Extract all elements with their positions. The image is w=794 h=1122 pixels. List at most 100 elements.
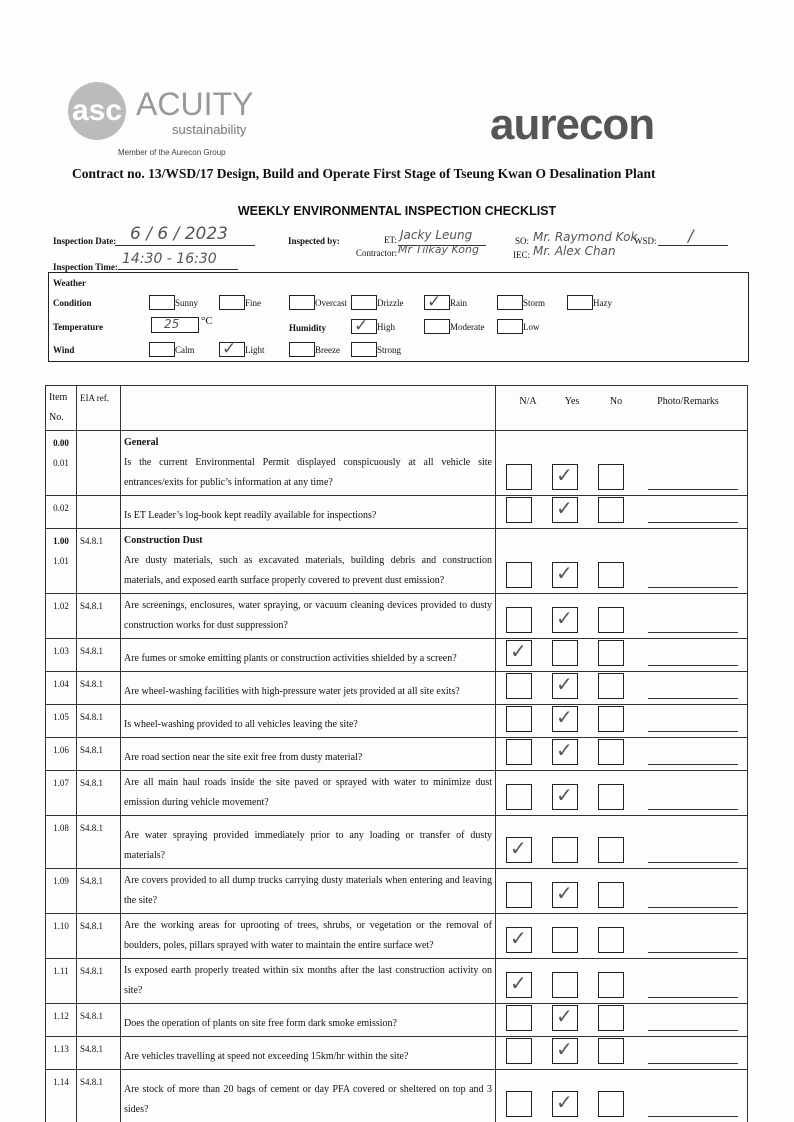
table-row: 1.12 S4.8.1 Does the operation of plants… [45, 1003, 748, 1037]
humidity-checkbox-low[interactable] [497, 319, 523, 334]
conditions-label: Overcast [315, 298, 347, 308]
answer-na-checkbox[interactable]: ✓ [506, 836, 532, 863]
answer-na-checkbox[interactable] [506, 1005, 532, 1031]
conditions-checkbox-overcast[interactable] [289, 295, 315, 310]
answer-na-checkbox[interactable]: ✓ [506, 971, 532, 998]
answer-na-checkbox[interactable]: ✓ [506, 639, 532, 666]
answer-no-checkbox[interactable] [598, 464, 624, 490]
remarks-field[interactable] [648, 653, 738, 666]
time-field[interactable]: 14:30 - 16:30 [122, 251, 217, 267]
wind-checkbox-strong[interactable] [351, 342, 377, 357]
answer-yes-checkbox[interactable]: ✓ [552, 1090, 578, 1117]
answer-na-checkbox[interactable] [506, 562, 532, 588]
remarks-field[interactable] [648, 575, 738, 588]
answer-no-checkbox[interactable] [598, 706, 624, 732]
wind-checkbox-calm[interactable] [149, 342, 175, 357]
remarks-field[interactable] [648, 620, 738, 633]
answer-yes-checkbox[interactable]: ✓ [552, 783, 578, 810]
answer-yes-checkbox[interactable]: ✓ [552, 606, 578, 633]
wind-checkbox-breeze[interactable] [289, 342, 315, 357]
answer-yes-checkbox[interactable] [552, 640, 578, 666]
answer-no-checkbox[interactable] [598, 673, 624, 699]
humidity-checkbox-high[interactable]: ✓ [351, 316, 377, 336]
answer-no-checkbox[interactable] [598, 607, 624, 633]
answer-na-checkbox[interactable] [506, 673, 532, 699]
answer-yes-checkbox[interactable]: ✓ [552, 705, 578, 732]
answer-na-checkbox[interactable] [506, 1038, 532, 1064]
condition-label: Condition [53, 298, 92, 308]
answer-no-checkbox[interactable] [598, 739, 624, 765]
answer-yes-checkbox[interactable] [552, 972, 578, 998]
humidity-label: Low [523, 322, 540, 332]
remarks-field[interactable] [648, 477, 738, 490]
check-mark-icon: ✓ [556, 881, 573, 905]
answer-yes-checkbox[interactable]: ✓ [552, 1037, 578, 1064]
remarks-field[interactable] [648, 686, 738, 699]
answer-no-checkbox[interactable] [598, 1091, 624, 1117]
question-text: Is wheel-washing provided to all vehicle… [124, 719, 358, 730]
item-no: 0.02 [53, 503, 69, 513]
so-field[interactable]: Mr. Raymond Kok [533, 230, 638, 244]
answer-na-checkbox[interactable] [506, 739, 532, 765]
answer-na-checkbox[interactable] [506, 497, 532, 523]
iec-field[interactable]: Mr. Alex Chan [533, 244, 616, 258]
conditions-checkbox-drizzle[interactable] [351, 295, 377, 310]
answer-yes-checkbox[interactable] [552, 837, 578, 863]
remarks-field[interactable] [648, 895, 738, 908]
answer-no-checkbox[interactable] [598, 882, 624, 908]
wsd-field[interactable]: / [688, 226, 694, 245]
conditions-checkbox-hazy[interactable] [567, 295, 593, 310]
answer-yes-checkbox[interactable]: ✓ [552, 1004, 578, 1031]
remarks-field[interactable] [648, 752, 738, 765]
remarks-field[interactable] [648, 510, 738, 523]
conditions-checkbox-fine[interactable] [219, 295, 245, 310]
answer-yes-checkbox[interactable]: ✓ [552, 463, 578, 490]
answer-yes-checkbox[interactable]: ✓ [552, 881, 578, 908]
answer-na-checkbox[interactable] [506, 706, 532, 732]
conditions-checkbox-storm[interactable] [497, 295, 523, 310]
remarks-field[interactable] [648, 985, 738, 998]
conditions-checkbox-sunny[interactable] [149, 295, 175, 310]
answer-na-checkbox[interactable] [506, 1091, 532, 1117]
answer-yes-checkbox[interactable]: ✓ [552, 672, 578, 699]
temperature-field[interactable]: 25 [151, 317, 199, 333]
answer-no-checkbox[interactable] [598, 837, 624, 863]
contractor-field[interactable]: Mr Tilkay Kong [398, 243, 479, 256]
checklist-title: WEEKLY ENVIRONMENTAL INSPECTION CHECKLIS… [237, 204, 557, 218]
weather-panel: Weather Condition Temperature Wind Humid… [48, 272, 749, 362]
et-field[interactable]: Jacky Leung [400, 228, 473, 242]
remarks-field[interactable] [648, 850, 738, 863]
remarks-field[interactable] [648, 719, 738, 732]
check-mark-icon: ✓ [556, 1037, 573, 1061]
answer-no-checkbox[interactable] [598, 784, 624, 810]
remarks-field[interactable] [648, 1104, 738, 1117]
check-mark-icon: ✓ [556, 1004, 573, 1028]
remarks-field[interactable] [648, 1051, 738, 1064]
wind-checkbox-light[interactable]: ✓ [219, 339, 245, 359]
answer-yes-checkbox[interactable]: ✓ [552, 738, 578, 765]
eia-ref: S4.8.1 [76, 1036, 121, 1070]
remarks-field[interactable] [648, 940, 738, 953]
answer-no-checkbox[interactable] [598, 972, 624, 998]
answer-na-checkbox[interactable] [506, 882, 532, 908]
answer-no-checkbox[interactable] [598, 927, 624, 953]
answer-no-checkbox[interactable] [598, 640, 624, 666]
answer-na-checkbox[interactable] [506, 464, 532, 490]
conditions-checkbox-rain[interactable]: ✓ [424, 292, 450, 312]
date-field[interactable]: 6 / 6 / 2023 [130, 224, 228, 244]
answer-yes-checkbox[interactable]: ✓ [552, 561, 578, 588]
answer-na-checkbox[interactable] [506, 784, 532, 810]
answer-no-checkbox[interactable] [598, 497, 624, 523]
conditions-label: Storm [523, 298, 546, 308]
answer-na-checkbox[interactable]: ✓ [506, 926, 532, 953]
humidity-checkbox-moderate[interactable] [424, 319, 450, 334]
answer-yes-checkbox[interactable]: ✓ [552, 496, 578, 523]
remarks-field[interactable] [648, 1018, 738, 1031]
answer-no-checkbox[interactable] [598, 562, 624, 588]
remarks-field[interactable] [648, 797, 738, 810]
answer-na-checkbox[interactable] [506, 607, 532, 633]
answer-no-checkbox[interactable] [598, 1005, 624, 1031]
answer-yes-checkbox[interactable] [552, 927, 578, 953]
answer-no-checkbox[interactable] [598, 1038, 624, 1064]
